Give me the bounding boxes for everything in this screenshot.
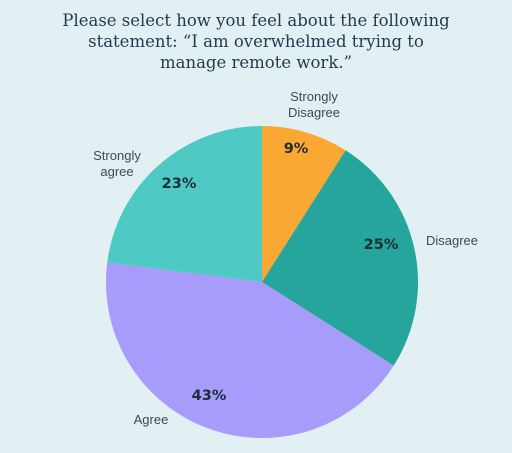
value-label-strongly-agree: 23% bbox=[162, 176, 197, 192]
pie-slice-strongly-agree bbox=[107, 126, 262, 282]
pie-slices bbox=[105, 126, 419, 439]
value-labels: 9% 25% 43% 23% bbox=[162, 141, 399, 404]
chart-title-line-3: manage remote work.” bbox=[159, 53, 352, 72]
category-label-strongly-disagree: Strongly Disagree bbox=[288, 89, 340, 120]
value-label-disagree: 25% bbox=[364, 237, 399, 253]
category-label-agree: Agree bbox=[134, 412, 169, 427]
category-labels: Strongly Disagree Disagree Agree Strongly agr… bbox=[93, 89, 478, 427]
chart-title-line-2: statement: “I am overwhelmed trying to bbox=[88, 32, 424, 51]
value-label-strongly-disagree: 9% bbox=[284, 141, 309, 157]
category-label-strongly-agree: Strongly agree bbox=[93, 148, 141, 179]
pie-slice-strongly-disagree bbox=[262, 126, 346, 282]
chart-title-line-1: Please select how you feel about the fol… bbox=[62, 11, 450, 30]
category-label-disagree: Disagree bbox=[426, 233, 478, 248]
pie-slice-agree bbox=[105, 262, 394, 439]
value-label-agree: 43% bbox=[192, 388, 227, 404]
chart-title: Please select how you feel about the fol… bbox=[0, 10, 512, 73]
pie-slice-disagree bbox=[262, 150, 419, 366]
